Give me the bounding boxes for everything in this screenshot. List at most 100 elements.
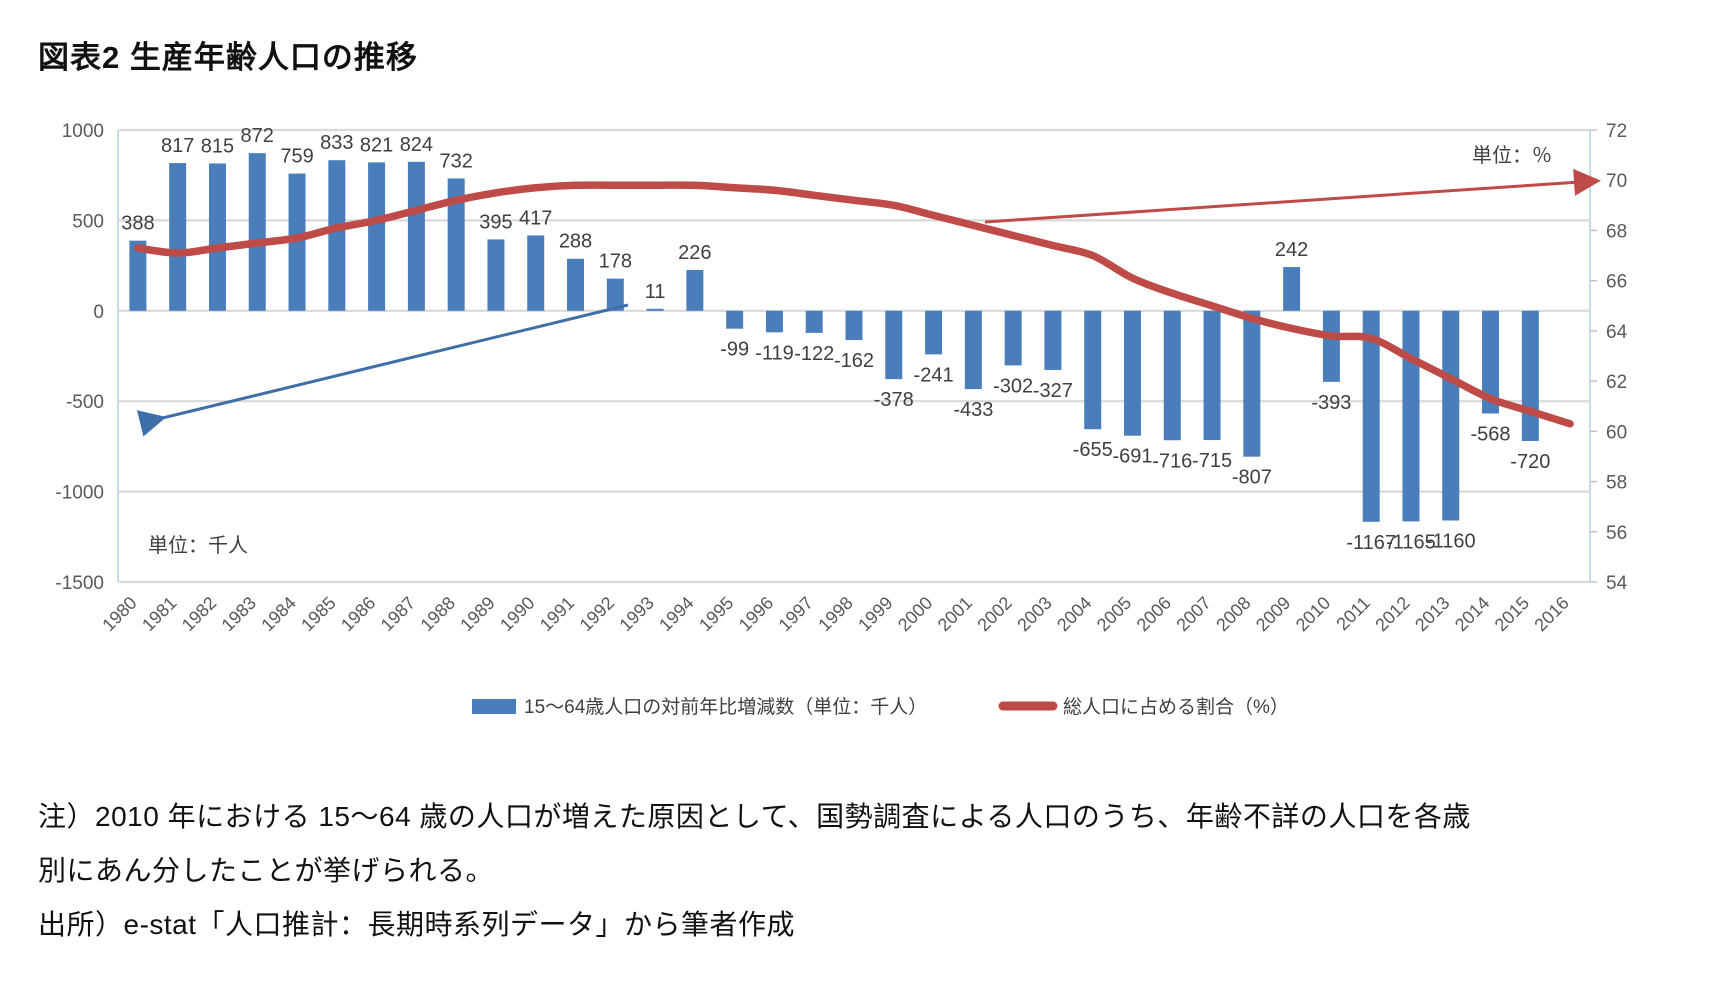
bar (925, 310, 943, 355)
line-legend-label: 総人口に占める割合（%） (1063, 696, 1289, 718)
bar (447, 178, 465, 311)
x-axis-category-label: 2002 (974, 593, 1016, 635)
right-axis-tick-label: 60 (1606, 422, 1627, 443)
bar (1084, 310, 1102, 430)
right-axis-tick-label: 58 (1606, 473, 1627, 494)
bar (1004, 310, 1022, 366)
x-axis-category-label: 2009 (1252, 593, 1294, 635)
bar-data-label: -302 (993, 375, 1033, 397)
page-title: 図表2 生産年齢人口の推移 (38, 40, 418, 75)
bar-data-label: -99 (720, 339, 749, 361)
bar-data-label: -715 (1192, 450, 1232, 472)
bar (288, 173, 306, 311)
right-unit-note: 単位：％ (1472, 144, 1552, 167)
x-axis-category-label: 1988 (417, 593, 459, 635)
bar-data-label: 226 (678, 242, 711, 264)
bar (328, 160, 346, 311)
x-axis-category-label: 2004 (1053, 593, 1095, 635)
note-line-3: 出所）e-stat「人口推計：長期時系列データ」から筆者作成 (38, 909, 796, 940)
x-axis-category-label: 1980 (98, 593, 140, 635)
bar (1123, 310, 1141, 436)
bar (407, 161, 425, 311)
note-line-1: 注）2010 年における 15〜64 歳の人口が増えた原因として、国勢調査による… (38, 801, 1471, 832)
bar (527, 235, 545, 311)
left-axis-tick-label: 500 (72, 211, 104, 232)
x-axis-category-label: 1983 (218, 593, 260, 635)
bar-data-label: -807 (1232, 467, 1272, 489)
x-axis-category-label: 1995 (695, 593, 737, 635)
bar (1243, 310, 1261, 457)
x-axis-category-label: 2012 (1371, 593, 1413, 635)
bar (567, 258, 585, 311)
x-axis-category-label: 2014 (1451, 593, 1493, 635)
bar (885, 310, 903, 380)
bar-data-label: -720 (1510, 451, 1550, 473)
left-unit-note: 単位：千人 (148, 534, 248, 557)
bar-data-label: 417 (519, 207, 552, 229)
right-axis-tick-label: 72 (1606, 121, 1627, 142)
bar (1283, 267, 1301, 311)
x-axis-category-label: 2005 (1093, 593, 1135, 635)
bar-data-label: -1160 (1426, 531, 1476, 553)
x-axis-category-label: 1990 (496, 593, 538, 635)
x-axis-category-label: 2006 (1133, 593, 1175, 635)
red-trend-arrow (984, 168, 1601, 224)
bar-legend-swatch (472, 699, 516, 714)
bar (248, 153, 266, 311)
bar (169, 163, 187, 311)
x-axis-category-label: 2007 (1172, 593, 1214, 635)
right-axis-tick-label: 54 (1606, 573, 1628, 594)
bar-data-label: 815 (201, 135, 234, 157)
bar (1322, 310, 1340, 382)
bar-data-label: -119 (755, 342, 794, 364)
bar (1482, 310, 1500, 414)
bar-data-label: -162 (834, 350, 874, 372)
x-axis-category-label: 2013 (1411, 593, 1453, 635)
x-axis-category-label: 2001 (934, 593, 976, 635)
bar-data-label: -433 (953, 399, 993, 421)
chart-figure: 1000 500 0 -500 -1000 -1500 72 70 68 66 64 62 60 58 56… (0, 100, 1712, 760)
bar (964, 310, 982, 390)
x-axis-category-label: 1982 (178, 593, 220, 635)
bar-data-label: 395 (479, 211, 512, 233)
percentage-line (134, 181, 1574, 428)
bar-data-label: -378 (874, 389, 914, 411)
bar (1203, 310, 1221, 441)
right-axis-tick-label: 56 (1606, 523, 1627, 544)
x-axis-category-label: 1991 (536, 593, 578, 635)
right-axis-tick-label: 68 (1606, 221, 1627, 242)
bar (726, 310, 744, 329)
bar (686, 269, 704, 311)
x-axis-category-label: 2011 (1332, 593, 1374, 635)
bar-data-label: 388 (121, 213, 154, 235)
population-change-chart: 1000 500 0 -500 -1000 -1500 72 70 68 66 64 62 60 58 56… (55, 121, 1628, 718)
bar-data-label: 872 (241, 125, 274, 147)
blue-trend-arrow (136, 303, 629, 437)
x-axis-category-label: 1989 (456, 593, 498, 635)
bar (1521, 310, 1539, 441)
x-axis-category-label: 1987 (377, 593, 419, 635)
x-axis-category-label: 1996 (735, 593, 777, 635)
bar (208, 163, 226, 311)
bar-data-label: -122 (794, 343, 834, 365)
x-axis-category-label: 2003 (1013, 593, 1055, 635)
bar-data-label: -1167 (1346, 532, 1396, 554)
left-axis-tick-label: 1000 (62, 121, 104, 142)
x-axis-category-label: 1984 (257, 593, 299, 635)
right-axis-tick-label: 64 (1606, 322, 1628, 343)
bar-data-label: -327 (1033, 380, 1073, 402)
bar-data-label: 178 (599, 251, 632, 273)
bar-data-label: 732 (439, 150, 472, 172)
x-axis-category-label: 1999 (854, 593, 896, 635)
bar (1442, 310, 1460, 521)
right-axis-tick-label: 70 (1606, 171, 1627, 192)
right-axis-tick-label: 66 (1606, 272, 1627, 293)
bar-data-label: -393 (1311, 392, 1351, 414)
x-axis-category-label: 2015 (1491, 593, 1533, 635)
x-axis-category-label: 2010 (1292, 593, 1334, 635)
bar-data-label: -241 (914, 364, 954, 386)
bar (845, 310, 863, 341)
bar (487, 239, 505, 311)
bar-data-label: 288 (559, 231, 592, 253)
bar (805, 310, 823, 333)
